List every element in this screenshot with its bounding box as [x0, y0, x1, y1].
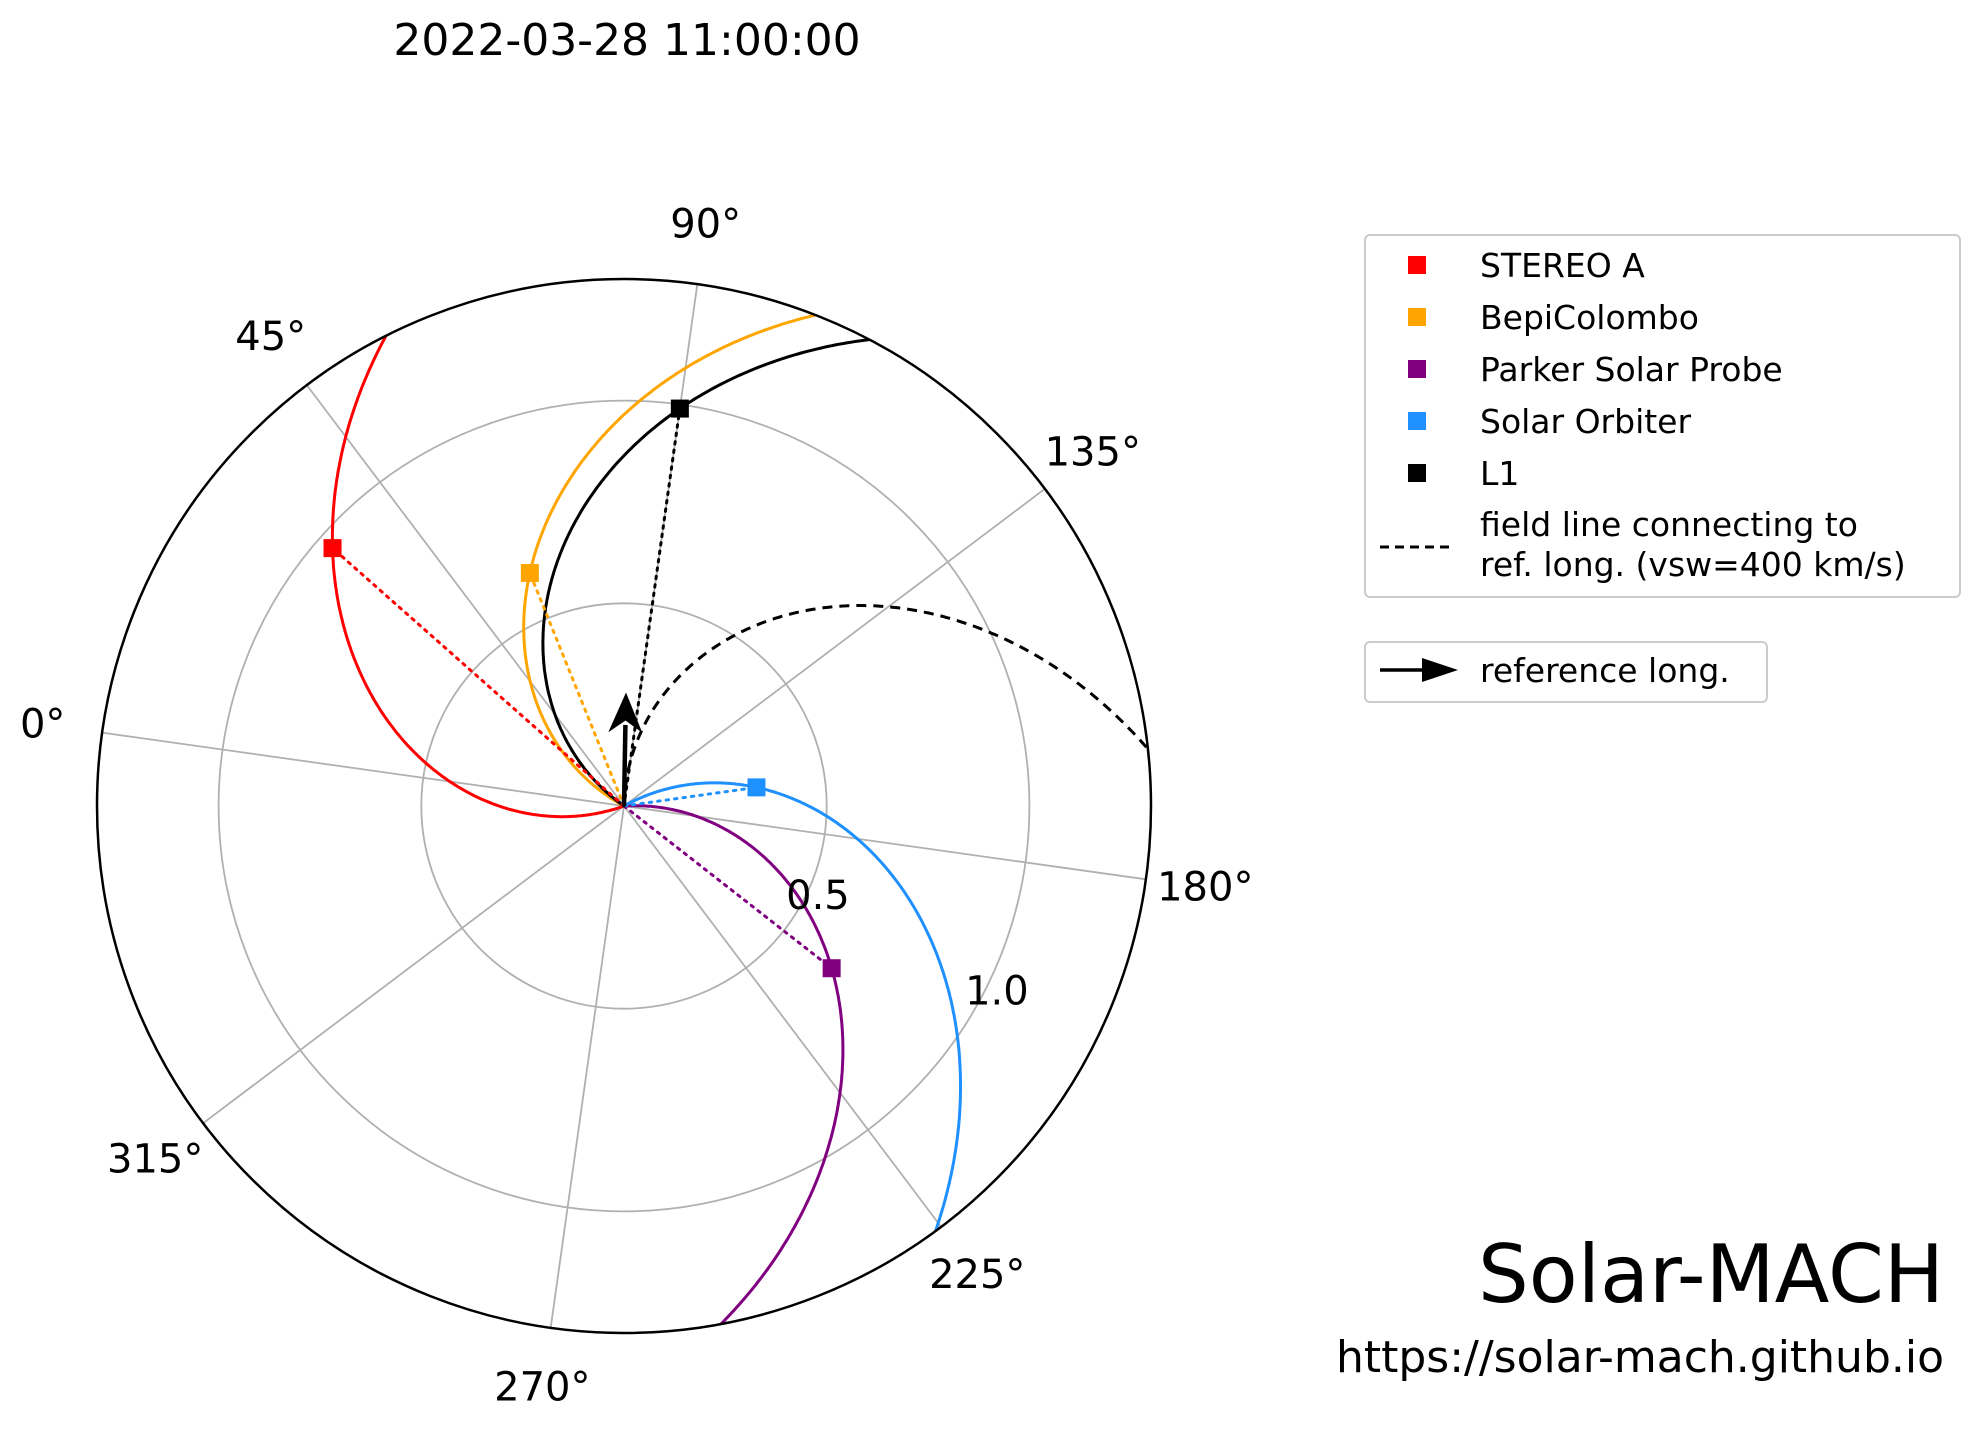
- grid-spoke-0: [102, 731, 625, 807]
- polar-frame: [95, 277, 1153, 1335]
- brand-url: https://solar-mach.github.io: [1336, 1332, 1944, 1383]
- r-tick-1.0: 1.0: [965, 968, 1029, 1014]
- radial-line-stereo-a: [331, 546, 626, 808]
- legend-swatch-parker-solar-probe: [1408, 360, 1426, 378]
- legend-field-line-label-2: ref. long. (vsw=400 km/s): [1480, 545, 1906, 584]
- legend-swatch-l1: [1408, 464, 1426, 482]
- brand-name: Solar-MACH: [1478, 1228, 1944, 1321]
- legend-label-bepicolombo: BepiColombo: [1480, 298, 1699, 337]
- reference-legend: reference long.: [1364, 641, 1768, 703]
- grid-spoke-270: [549, 805, 625, 1328]
- legend-label-stereo-a: STEREO A: [1480, 246, 1645, 285]
- reference-field-line: [622, 604, 1150, 807]
- theta-tick-225: 225°: [929, 1252, 1025, 1298]
- legend-swatch-stereo-a: [1408, 256, 1426, 274]
- theta-tick-315: 315°: [107, 1136, 203, 1182]
- spacecraft-markers: [323, 399, 841, 978]
- theta-tick-180: 180°: [1157, 865, 1253, 911]
- legend-swatch-solar-orbiter: [1408, 412, 1426, 430]
- radial-line-l1: [622, 407, 682, 808]
- legend-swatch-bepicolombo: [1408, 308, 1426, 326]
- legend-label-solar-orbiter: Solar Orbiter: [1480, 402, 1691, 441]
- legend-label-l1: L1: [1480, 454, 1519, 493]
- marker-solar-orbiter: [747, 778, 766, 797]
- radial-connection-lines: [331, 407, 834, 970]
- marker-parker-solar-probe: [822, 959, 841, 978]
- reference-legend-frame: [1364, 641, 1768, 703]
- theta-tick-135: 135°: [1045, 430, 1141, 476]
- grid-ring-1.0: [217, 399, 1031, 1213]
- r-tick-0.5: 0.5: [786, 873, 850, 919]
- grid-spoke-180: [623, 805, 1146, 881]
- radial-grid: [217, 399, 1031, 1213]
- grid-ring-0.5: [420, 602, 828, 1010]
- polar-plot: 0° 45° 90° 135° 180° 225° 270° 315° 0.5 1.0: [20, 202, 1253, 1411]
- reference-arrow-shaft: [621, 724, 628, 807]
- radius-tick-labels: 0.5 1.0: [786, 873, 1029, 1014]
- reference-longitude-arrow: [608, 692, 643, 807]
- theta-tick-labels: 0° 45° 90° 135° 180° 225° 270° 315°: [20, 202, 1253, 1411]
- reference-legend-label: reference long.: [1480, 651, 1730, 690]
- grid-spoke-135: [623, 488, 1046, 807]
- marker-stereo-a: [323, 539, 342, 558]
- marker-bepicolombo: [520, 563, 539, 582]
- theta-tick-90: 90°: [670, 202, 741, 248]
- radial-line-parker-solar-probe: [622, 804, 834, 970]
- theta-tick-0: 0°: [20, 701, 65, 747]
- reference-arrow-head: [608, 692, 643, 733]
- marker-l1: [670, 399, 689, 418]
- legend-field-line-label: field line connecting to: [1480, 505, 1858, 544]
- legend: STEREO A BepiColombo Parker Solar Probe Sol…: [1364, 234, 1961, 598]
- radial-line-bepicolombo: [528, 571, 626, 808]
- field-line-solar-orbiter: [623, 781, 962, 1232]
- field-line-l1: [541, 338, 870, 808]
- grid-spoke-225: [623, 805, 942, 1228]
- legend-label-parker-solar-probe: Parker Solar Probe: [1480, 350, 1783, 389]
- grid-spoke-315: [202, 805, 625, 1124]
- theta-tick-270: 270°: [494, 1364, 590, 1410]
- chart-title: 2022-03-28 11:00:00: [393, 15, 860, 66]
- field-line-stereo-a: [330, 335, 625, 819]
- theta-tick-45: 45°: [235, 314, 306, 360]
- radial-line-solar-orbiter: [622, 785, 758, 808]
- legend-frame: [1364, 234, 1961, 598]
- reference-legend-arrow-head: [1422, 658, 1458, 682]
- grid-spoke-45: [306, 384, 625, 807]
